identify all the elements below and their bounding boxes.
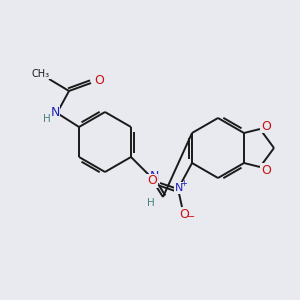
Text: N: N	[50, 106, 60, 118]
Text: CH₃: CH₃	[32, 69, 50, 79]
Text: +: +	[181, 179, 188, 188]
Text: O: O	[179, 208, 189, 221]
Text: O: O	[94, 74, 104, 88]
Text: −: −	[187, 212, 195, 222]
Text: H: H	[43, 114, 51, 124]
Text: O: O	[147, 175, 157, 188]
Text: N: N	[149, 169, 159, 182]
Text: H: H	[147, 198, 155, 208]
Text: N: N	[175, 183, 183, 193]
Text: O: O	[261, 119, 271, 133]
Text: O: O	[261, 164, 271, 176]
